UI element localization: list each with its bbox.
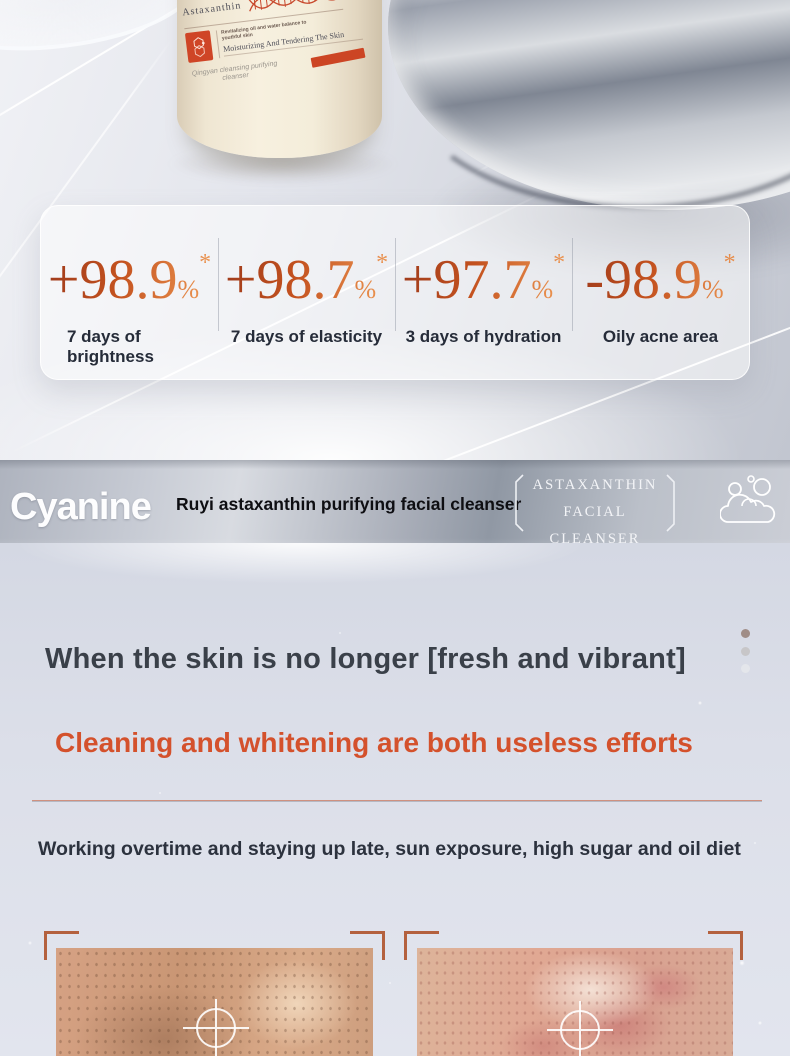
dna-helix-icon: [247, 0, 340, 12]
scroll-dot: [741, 629, 750, 638]
bottle-script-text: Qingyan cleansing purifying cleanser: [191, 60, 278, 82]
crosshair-reticle-icon: [547, 1001, 613, 1056]
skin-photo-acne: [417, 948, 733, 1056]
badge-left-bracket-icon: [515, 474, 524, 532]
label-divider: [215, 30, 221, 59]
stat-elasticity: +98.7%* 7 days of elasticity: [218, 206, 395, 379]
crosshair-reticle-icon: [183, 999, 249, 1056]
stat-value: +98.9%*: [41, 234, 218, 319]
brand-name: Cyanine: [10, 486, 152, 528]
badge-right-bracket-icon: [666, 474, 675, 532]
product-badge: ASTAXANTHIN FACIAL CLEANSER: [515, 472, 675, 553]
section-caption: Working overtime and staying up late, su…: [38, 838, 741, 860]
bottle-label: Astaxanthin Revitalizing oil and: [182, 0, 377, 136]
hero-product-scene: Astaxanthin Revitalizing oil and: [0, 0, 790, 494]
stat-oily-acne: -98.9%* Oily acne area: [572, 206, 749, 379]
foam-bubbles-icon: [720, 475, 776, 523]
stat-value: -98.9%*: [572, 234, 749, 319]
stat-value: +98.7%*: [218, 234, 395, 319]
pores-texture: [56, 948, 373, 1056]
stat-label: 7 days of brightness: [67, 327, 154, 366]
silver-tin-rim: [398, 0, 790, 210]
molecule-icon: [184, 30, 214, 64]
product-name: Ruyi astaxanthin purifying facial cleans…: [176, 494, 522, 514]
skin-photo-pores: [56, 948, 373, 1056]
stat-label: 7 days of elasticity: [230, 327, 383, 346]
scroll-dot: [741, 664, 750, 673]
stat-label: Oily acne area: [602, 327, 719, 346]
section-heading: When the skin is no longer [fresh and vi…: [45, 643, 686, 675]
stat-hydration: +97.7%* 3 days of hydration: [395, 206, 572, 379]
photo-corner-bracket: [44, 931, 79, 960]
pores-texture: [417, 948, 733, 1056]
scroll-dot: [741, 647, 750, 656]
badge-line1: ASTAXANTHIN: [532, 477, 658, 493]
product-bottle: Astaxanthin Revitalizing oil and: [177, 0, 382, 158]
section-subheading: Cleaning and whitening are both useless …: [55, 727, 693, 758]
section-divider: [32, 800, 762, 801]
stat-brightness: +98.9%* 7 days of brightness: [41, 206, 218, 379]
photo-corner-bracket: [404, 931, 439, 960]
stat-label: 3 days of hydration: [405, 327, 562, 346]
photo-corner-bracket: [350, 931, 385, 960]
photo-corner-bracket: [708, 931, 743, 960]
efficacy-stats-panel: +98.9%* 7 days of brightness +98.7%* 7 da…: [40, 205, 750, 380]
stat-value: +97.7%*: [395, 234, 572, 319]
label-red-bar: [310, 47, 366, 68]
